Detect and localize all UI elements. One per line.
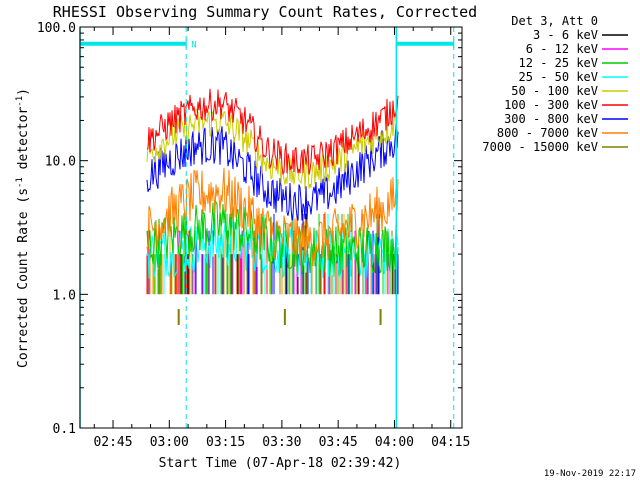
legend-label: 100 - 300 keV [504,98,598,112]
plot-area: N [80,27,454,428]
x-tick-label: 03:45 [319,435,358,450]
legend-label: 800 - 7000 keV [497,126,598,140]
legend-label: 12 - 25 keV [519,56,598,70]
y-tick-label: 0.1 [53,422,76,437]
x-axis-label: Start Time (07-Apr-18 02:39:42) [159,456,402,471]
legend-title: Det 3, Att 0 [511,14,598,28]
y-tick-label: 10.0 [45,155,76,170]
legend-label: 50 - 100 keV [511,84,598,98]
legend-label: 3 - 6 keV [533,28,598,42]
footer-timestamp: 19-Nov-2019 22:17 [544,469,636,479]
x-tick-label: 03:30 [262,435,301,450]
legend-label: 6 - 12 keV [526,42,598,56]
x-tick-label: 02:45 [93,435,132,450]
flag-bar-label-1: N [191,41,196,51]
legend-label: 7000 - 15000 keV [482,140,598,154]
legend-label: 25 - 50 keV [519,70,598,84]
count-rate-chart: RHESSI Observing Summary Count Rates, Co… [0,0,640,480]
y-tick-label: 100.0 [37,21,76,36]
x-tick-label: 03:00 [150,435,189,450]
x-tick-label: 03:15 [206,435,245,450]
y-tick-label: 1.0 [53,288,76,303]
legend-label: 300 - 800 keV [504,112,598,126]
x-tick-label: 04:15 [431,435,470,450]
x-tick-label: 04:00 [375,435,414,450]
y-axis-ticks: 100.0 10.0 1.0 0.1 [37,21,462,437]
y-axis-label: Corrected Count Rate (s-1 detector-1) [15,88,31,368]
chart-title: RHESSI Observing Summary Count Rates, Co… [53,3,477,21]
